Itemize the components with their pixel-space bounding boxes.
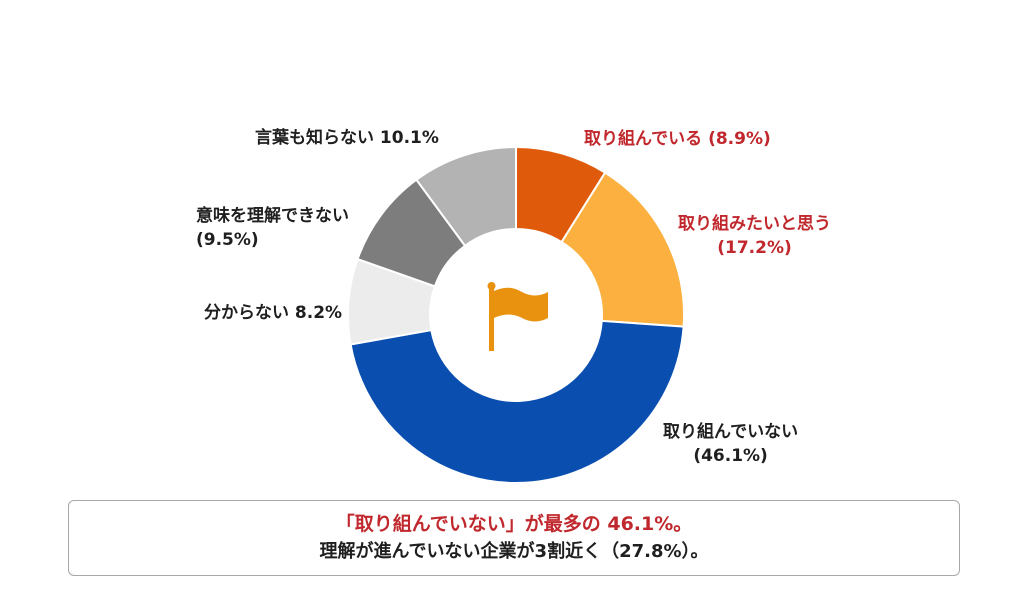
summary-subline: 理解が進んでいない企業が3割近く（27.8%）。 bbox=[319, 541, 709, 562]
slice-label-name: 言葉も知らない bbox=[255, 128, 374, 148]
slice-label-name: 取り組んでいる bbox=[584, 129, 703, 149]
label-torikunde-inai: 取り組んでいない (46.1%) bbox=[663, 420, 798, 468]
slice-label-name: 取り組んでいない bbox=[663, 422, 799, 442]
donut-chart bbox=[347, 145, 685, 484]
label-imi-wo-rikai-dekinai: 意味を理解できない (9.5%) bbox=[196, 204, 349, 252]
donut-slice-5 bbox=[415, 145, 517, 248]
slice-label-value: 10.1% bbox=[379, 128, 439, 148]
label-torikunde-iru: 取り組んでいる (8.9%) bbox=[584, 127, 771, 151]
donut-slice-2 bbox=[349, 319, 685, 484]
slice-label-value: (17.2%) bbox=[717, 238, 792, 258]
flag-icon bbox=[487, 282, 548, 351]
slice-label-name: 意味を理解できない bbox=[196, 206, 349, 226]
slice-label-value: (8.9%) bbox=[708, 129, 771, 149]
label-wakaranai: 分からない 8.2% bbox=[204, 301, 342, 325]
slice-label-name: 取り組みたいと思う bbox=[678, 214, 831, 234]
summary-box: 「取り組んでいない」が最多の 46.1%。 理解が進んでいない企業が3割近く（2… bbox=[68, 500, 960, 576]
label-kotoba-mo-shiranai: 言葉も知らない 10.1% bbox=[255, 126, 439, 150]
label-torikumitai: 取り組みたいと思う (17.2%) bbox=[678, 212, 831, 260]
slice-label-name: 分からない bbox=[204, 303, 289, 323]
slice-label-value: (46.1%) bbox=[693, 446, 768, 466]
slice-label-value: (9.5%) bbox=[196, 230, 259, 250]
summary-headline: 「取り組んでいない」が最多の 46.1%。 bbox=[335, 513, 693, 535]
slice-label-value: 8.2% bbox=[294, 303, 343, 323]
